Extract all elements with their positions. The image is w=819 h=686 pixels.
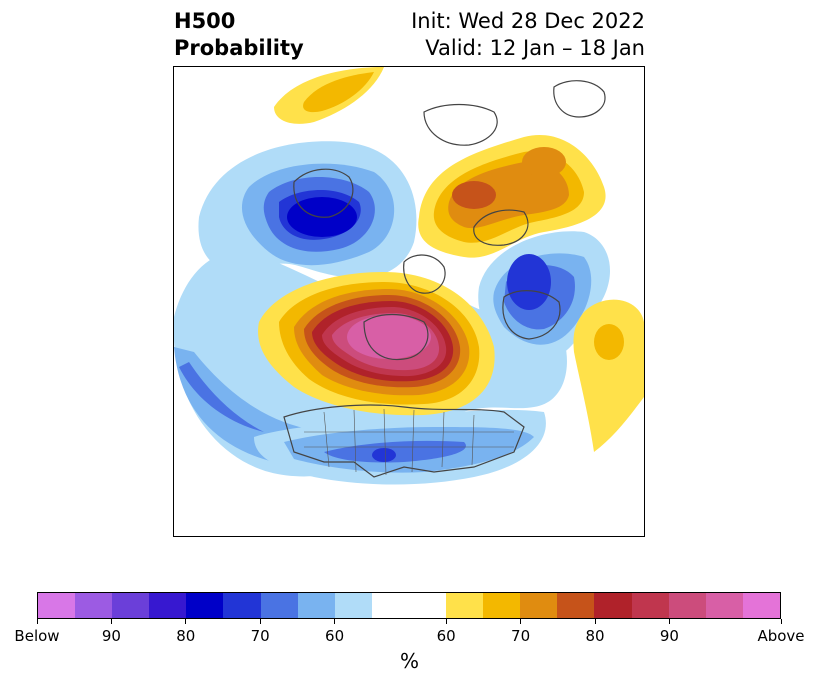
colorbar-segment — [297, 593, 335, 618]
colorbar-tick-label: 90 — [101, 627, 121, 645]
above-arctic-core — [347, 315, 431, 359]
colorbar-segment — [186, 593, 224, 618]
colorbar-segment — [112, 593, 150, 618]
colorbar-ticks — [0, 619, 819, 625]
below-80-pacific — [179, 362, 264, 432]
probability-map — [173, 66, 645, 537]
colorbar-segment — [742, 593, 780, 618]
colorbar-tick-label: 60 — [436, 627, 456, 645]
colorbar-tick-label: Below — [14, 627, 60, 645]
map-dates: Init: Wed 28 Dec 2022 Valid: 12 Jan – 18… — [411, 8, 645, 62]
colorbar-segment — [557, 593, 595, 618]
colorbar-tick — [334, 619, 336, 624]
colorbar-tick-label: 80 — [176, 627, 196, 645]
colorbar-tick — [259, 619, 261, 624]
colorbar-segment — [483, 593, 521, 618]
state-borders — [304, 408, 514, 476]
colorbar-labels: Below 90 80 70 60 60 70 80 90 Above — [0, 627, 819, 647]
colorbar-segment — [371, 593, 447, 618]
above-siberia-core — [522, 147, 566, 177]
above-top-65 — [303, 72, 374, 113]
title-variable: H500 — [174, 9, 236, 33]
colorbar-tick — [594, 619, 596, 624]
colorbar-tick-label: Above — [757, 627, 805, 645]
colorbar-tick-label: 80 — [585, 627, 605, 645]
colorbar-segment — [668, 593, 706, 618]
colorbar-segment — [594, 593, 632, 618]
colorbar-segment — [631, 593, 669, 618]
valid-range: Valid: 12 Jan – 18 Jan — [425, 36, 645, 60]
colorbar-tick — [185, 619, 187, 624]
colorbar-segment — [149, 593, 187, 618]
above-europe-70 — [448, 161, 569, 229]
colorbar-segment — [75, 593, 113, 618]
colorbar-segment — [223, 593, 261, 618]
colorbar-tick — [445, 619, 447, 624]
map-canvas — [174, 67, 644, 485]
title-field: Probability — [174, 36, 304, 60]
above-europe-core — [452, 181, 496, 209]
colorbar-segment — [520, 593, 558, 618]
colorbar-segment — [260, 593, 298, 618]
colorbar-tick-label: 70 — [511, 627, 531, 645]
colorbar-segment — [705, 593, 743, 618]
colorbar-tick-label: 90 — [659, 627, 679, 645]
colorbar-tick — [36, 619, 38, 624]
below-usa-70 — [324, 440, 466, 463]
above-asia-60 — [573, 299, 644, 452]
colorbar — [37, 592, 781, 619]
below-siberia-core — [507, 254, 551, 310]
colorbar-tick-label: 70 — [250, 627, 270, 645]
colorbar-tick — [520, 619, 522, 624]
map-title: H500 Probability — [174, 8, 304, 62]
colorbar-segment — [38, 593, 76, 618]
colorbar-segment — [334, 593, 372, 618]
colorbar-tick — [110, 619, 112, 624]
init-date: Init: Wed 28 Dec 2022 — [411, 9, 645, 33]
colorbar-tick — [780, 619, 782, 624]
colorbar-tick-label: 60 — [325, 627, 345, 645]
below-usa-80 — [372, 448, 396, 462]
coastlines — [283, 80, 606, 478]
colorbar-tick — [668, 619, 670, 624]
above-asia-70 — [594, 324, 624, 360]
colorbar-segment — [446, 593, 484, 618]
colorbar-unit: % — [399, 649, 419, 673]
